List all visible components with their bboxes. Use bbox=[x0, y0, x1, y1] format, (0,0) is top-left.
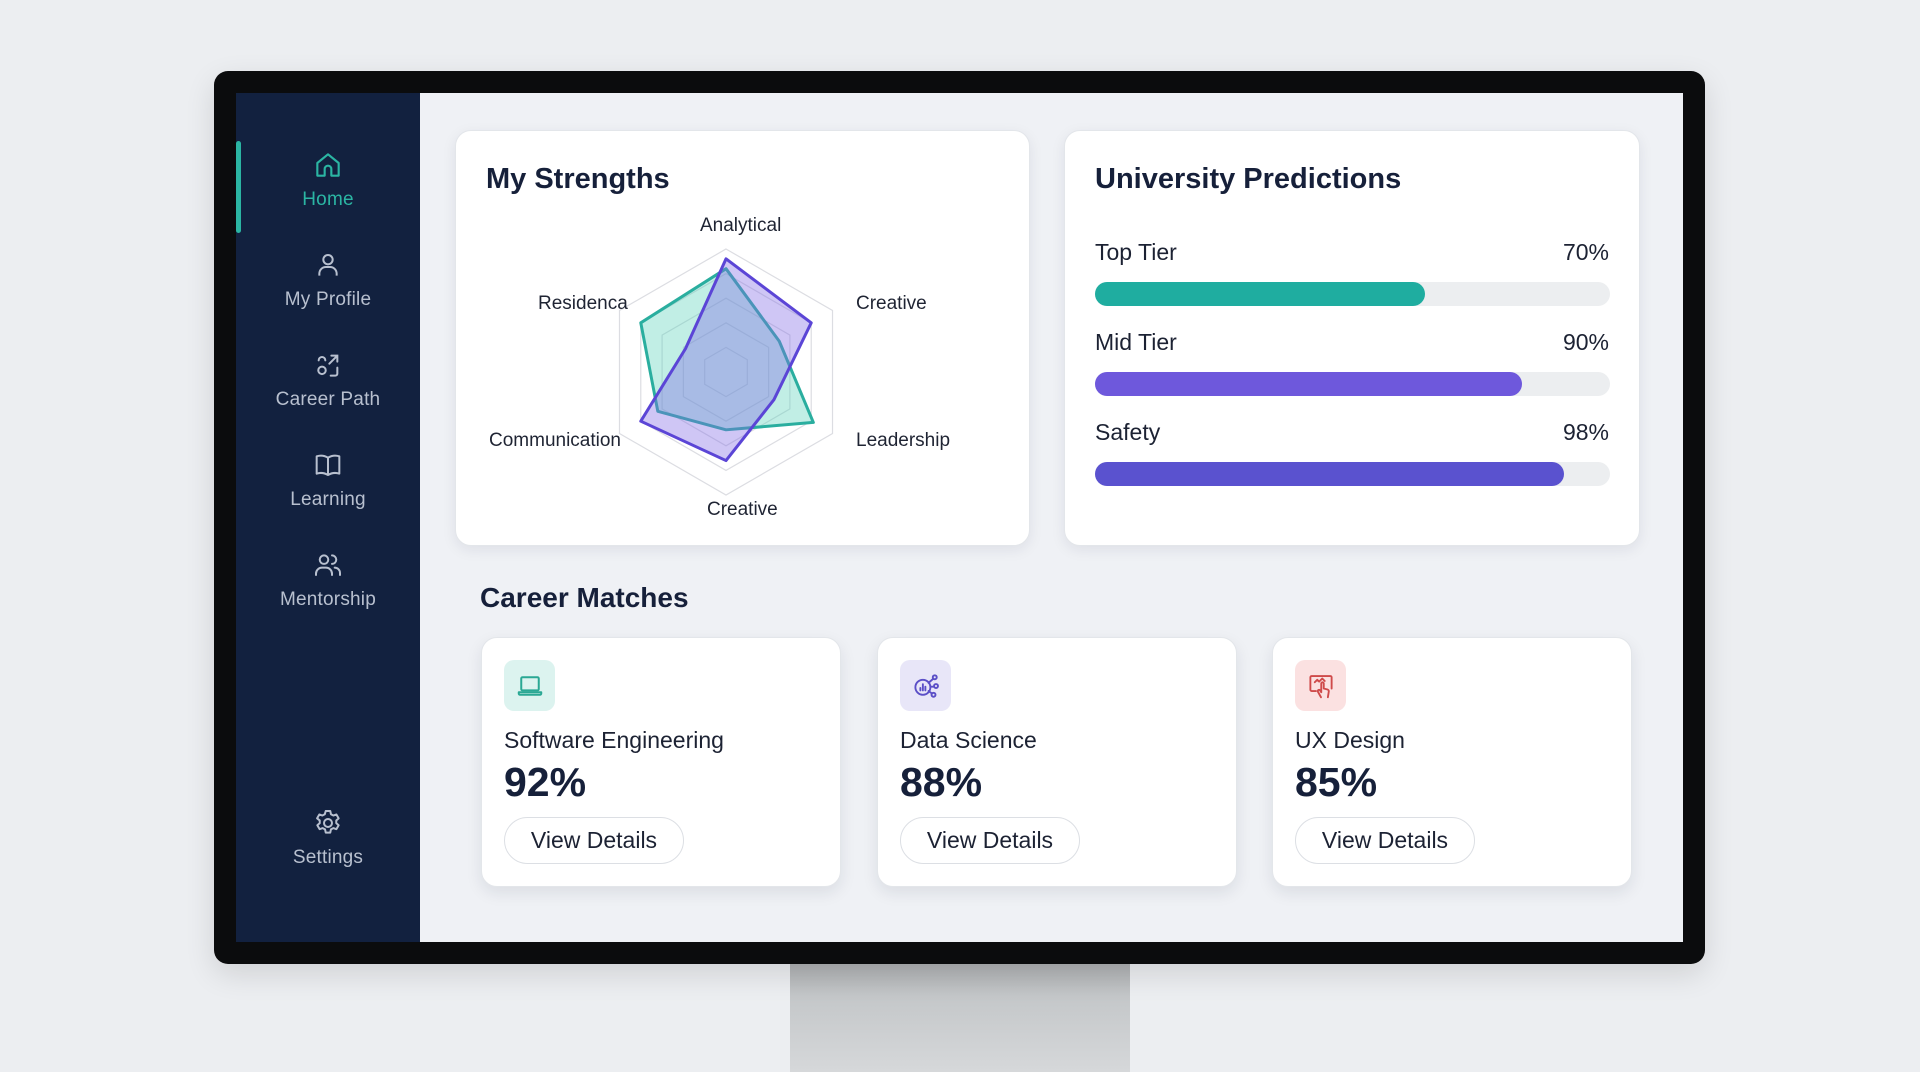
career-match-percent: 92% bbox=[504, 759, 587, 805]
radar-series-purple bbox=[639, 257, 813, 463]
view-details-button[interactable]: View Details bbox=[900, 817, 1080, 864]
career-icon-tile bbox=[900, 660, 951, 711]
sidebar-item-career-path[interactable]: Career Path bbox=[236, 349, 420, 439]
radar-axis-label: Residenca bbox=[538, 293, 628, 314]
prediction-value: 70% bbox=[1562, 239, 1609, 265]
progress-fill bbox=[1095, 282, 1425, 306]
prediction-value: 98% bbox=[1562, 419, 1609, 445]
radar-axis-label: Communication bbox=[489, 430, 621, 451]
active-indicator bbox=[236, 141, 241, 233]
radar-chart bbox=[618, 248, 834, 496]
career-name: Software Engineering bbox=[504, 727, 724, 753]
user-icon bbox=[318, 254, 338, 276]
career-icon-tile bbox=[504, 660, 555, 711]
sidebar-item-label: My Profile bbox=[284, 289, 372, 310]
radar-axis-label: Leadership bbox=[856, 430, 951, 451]
view-details-button[interactable]: View Details bbox=[504, 817, 684, 864]
card-title: My Strengths bbox=[486, 163, 670, 195]
progress-track bbox=[1095, 282, 1610, 306]
prediction-label: Top Tier bbox=[1095, 239, 1177, 265]
sidebar-item-my-profile[interactable]: My Profile bbox=[236, 249, 420, 339]
sidebar-item-settings[interactable]: Settings bbox=[236, 807, 420, 897]
progress-track bbox=[1095, 462, 1610, 486]
users-icon bbox=[315, 554, 341, 576]
career-match-percent: 88% bbox=[900, 759, 983, 805]
touch-screen-icon bbox=[1308, 674, 1333, 698]
strengths-card: My Strengths Analytical Creative Leaders… bbox=[455, 130, 1030, 546]
radar-axis-label: Creative bbox=[707, 499, 778, 520]
progress-fill bbox=[1095, 462, 1564, 486]
career-card-software-engineering: Software Engineering 92% View Details bbox=[481, 637, 841, 887]
monitor-stand bbox=[790, 955, 1130, 1072]
sidebar-item-label: Learning bbox=[290, 489, 366, 510]
career-card-data-science: Data Science 88% View Details bbox=[877, 637, 1237, 887]
gear-icon bbox=[316, 810, 340, 834]
home-icon bbox=[316, 153, 340, 177]
sidebar-item-mentorship[interactable]: Mentorship bbox=[236, 549, 420, 639]
prediction-label: Mid Tier bbox=[1095, 329, 1177, 355]
progress-track bbox=[1095, 372, 1610, 396]
laptop-icon bbox=[517, 675, 542, 696]
radar-axis-label: Creative bbox=[856, 293, 927, 314]
card-title: University Predictions bbox=[1095, 163, 1402, 195]
sidebar-item-label: Settings bbox=[292, 847, 364, 868]
prediction-label: Safety bbox=[1095, 419, 1161, 445]
sidebar-item-home[interactable]: Home bbox=[236, 149, 420, 239]
app-screen: Home My Profile Career Path Learning Men… bbox=[236, 93, 1683, 942]
radar-axis-label: Analytical bbox=[700, 215, 782, 236]
view-details-button[interactable]: View Details bbox=[1295, 817, 1475, 864]
career-card-ux-design: UX Design 85% View Details bbox=[1272, 637, 1632, 887]
section-title: Career Matches bbox=[480, 582, 689, 613]
career-name: UX Design bbox=[1295, 727, 1405, 753]
sidebar-item-learning[interactable]: Learning bbox=[236, 449, 420, 539]
career-match-percent: 85% bbox=[1295, 759, 1378, 805]
predictions-card: University Predictions Top Tier 70% Mid … bbox=[1064, 130, 1640, 546]
data-network-icon bbox=[913, 673, 939, 698]
career-name: Data Science bbox=[900, 727, 1037, 753]
prediction-value: 90% bbox=[1562, 329, 1609, 355]
book-icon bbox=[315, 454, 341, 476]
career-icon-tile bbox=[1295, 660, 1346, 711]
sidebar: Home My Profile Career Path Learning Men… bbox=[236, 93, 420, 942]
sidebar-item-label: Home bbox=[302, 189, 354, 210]
progress-fill bbox=[1095, 372, 1523, 396]
sidebar-item-label: Mentorship bbox=[280, 589, 376, 610]
career-path-icon bbox=[317, 354, 339, 377]
radar-series-teal bbox=[639, 267, 815, 432]
sidebar-item-label: Career Path bbox=[275, 389, 381, 410]
